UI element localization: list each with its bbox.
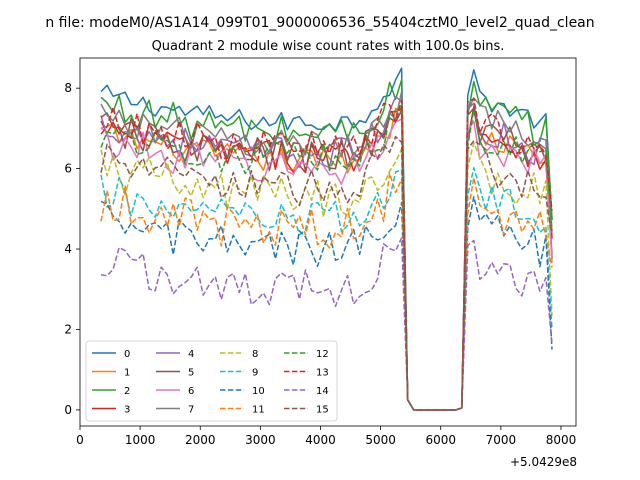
x-tick-label: 2000 bbox=[185, 433, 216, 447]
legend-label-12: 12 bbox=[316, 349, 329, 360]
legend-label-13: 13 bbox=[316, 368, 329, 379]
legend-label-2: 2 bbox=[124, 386, 130, 397]
x-tick-label: 5000 bbox=[365, 433, 396, 447]
series-line-8 bbox=[100, 142, 553, 411]
legend-label-8: 8 bbox=[252, 349, 258, 360]
series-line-14 bbox=[100, 237, 553, 411]
y-tick-label: 4 bbox=[64, 242, 72, 256]
y-axis: 0 2 4 6 8 bbox=[64, 81, 80, 417]
legend-label-9: 9 bbox=[252, 368, 258, 379]
chart-title: Quadrant 2 module wise count rates with … bbox=[152, 39, 505, 54]
legend-label-6: 6 bbox=[188, 386, 194, 397]
legend-label-14: 14 bbox=[316, 386, 329, 397]
series-line-13 bbox=[100, 98, 553, 411]
x-tick-label: 1000 bbox=[125, 433, 156, 447]
x-tick-label: 4000 bbox=[305, 433, 336, 447]
x-tick-label: 7000 bbox=[486, 433, 517, 447]
legend-label-7: 7 bbox=[188, 405, 194, 416]
series-line-6 bbox=[100, 118, 553, 411]
plot-area bbox=[100, 67, 553, 411]
series-line-11 bbox=[100, 172, 553, 411]
series-line-2 bbox=[100, 79, 553, 411]
legend-label-0: 0 bbox=[124, 349, 130, 360]
x-tick-label: 0 bbox=[76, 433, 84, 447]
legend-label-3: 3 bbox=[124, 405, 130, 416]
x-tick-label: 6000 bbox=[425, 433, 456, 447]
legend-label-4: 4 bbox=[188, 349, 194, 360]
x-tick-label: 3000 bbox=[245, 433, 276, 447]
legend-label-15: 15 bbox=[316, 405, 329, 416]
legend-label-11: 11 bbox=[252, 405, 265, 416]
x-offset-text: +5.0429e8 bbox=[510, 455, 577, 469]
series-line-9 bbox=[100, 167, 553, 411]
figure-suptitle: n file: modeM0/AS1A14_099T01_9000006536_… bbox=[45, 15, 594, 31]
legend-label-1: 1 bbox=[124, 368, 130, 379]
y-tick-label: 0 bbox=[64, 403, 72, 417]
y-tick-label: 8 bbox=[64, 81, 72, 95]
legend-label-10: 10 bbox=[252, 386, 265, 397]
series-line-12 bbox=[100, 106, 553, 411]
x-tick-label: 8000 bbox=[546, 433, 577, 447]
y-tick-label: 6 bbox=[64, 162, 72, 176]
y-tick-label: 2 bbox=[64, 322, 72, 336]
legend-box bbox=[85, 340, 338, 422]
series-line-15 bbox=[100, 135, 553, 411]
series-line-4 bbox=[100, 95, 553, 411]
axes-frame bbox=[79, 57, 577, 427]
x-axis: 0 1000 2000 3000 4000 5000 6000 7000 8000 bbox=[76, 426, 576, 447]
series-line-10 bbox=[100, 196, 553, 411]
legend-label-5: 5 bbox=[188, 368, 194, 379]
